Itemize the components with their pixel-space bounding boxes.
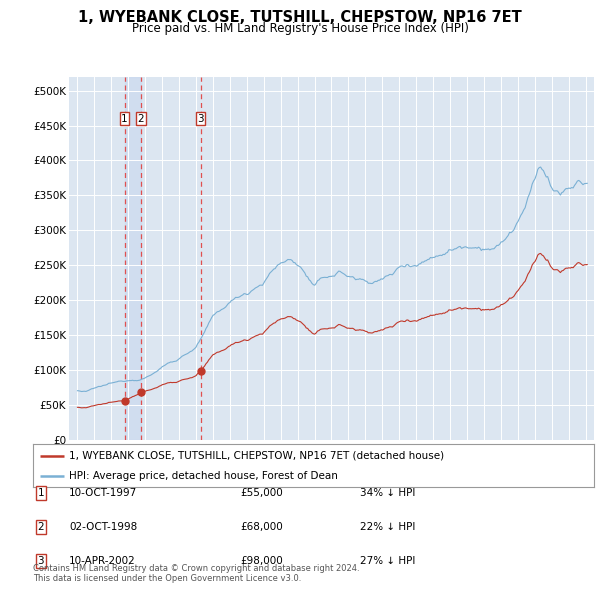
Bar — [125, 77, 141, 440]
Text: £98,000: £98,000 — [240, 556, 283, 566]
Text: 1, WYEBANK CLOSE, TUTSHILL, CHEPSTOW, NP16 7ET (detached house): 1, WYEBANK CLOSE, TUTSHILL, CHEPSTOW, NP… — [70, 451, 445, 461]
Text: £68,000: £68,000 — [240, 522, 283, 532]
Text: 1: 1 — [37, 488, 44, 497]
Text: 22% ↓ HPI: 22% ↓ HPI — [360, 522, 415, 532]
Text: Contains HM Land Registry data © Crown copyright and database right 2024.
This d: Contains HM Land Registry data © Crown c… — [33, 563, 359, 583]
Text: 02-OCT-1998: 02-OCT-1998 — [69, 522, 137, 532]
Text: HPI: Average price, detached house, Forest of Dean: HPI: Average price, detached house, Fore… — [70, 471, 338, 481]
Text: £55,000: £55,000 — [240, 488, 283, 497]
Text: Price paid vs. HM Land Registry's House Price Index (HPI): Price paid vs. HM Land Registry's House … — [131, 22, 469, 35]
Text: 2: 2 — [37, 522, 44, 532]
Text: 10-OCT-1997: 10-OCT-1997 — [69, 488, 137, 497]
Text: 1: 1 — [121, 113, 128, 123]
Text: 10-APR-2002: 10-APR-2002 — [69, 556, 136, 566]
Text: 3: 3 — [197, 113, 204, 123]
Text: 2: 2 — [137, 113, 144, 123]
Text: 27% ↓ HPI: 27% ↓ HPI — [360, 556, 415, 566]
Text: 34% ↓ HPI: 34% ↓ HPI — [360, 488, 415, 497]
Text: 1, WYEBANK CLOSE, TUTSHILL, CHEPSTOW, NP16 7ET: 1, WYEBANK CLOSE, TUTSHILL, CHEPSTOW, NP… — [78, 10, 522, 25]
Text: 3: 3 — [37, 556, 44, 566]
